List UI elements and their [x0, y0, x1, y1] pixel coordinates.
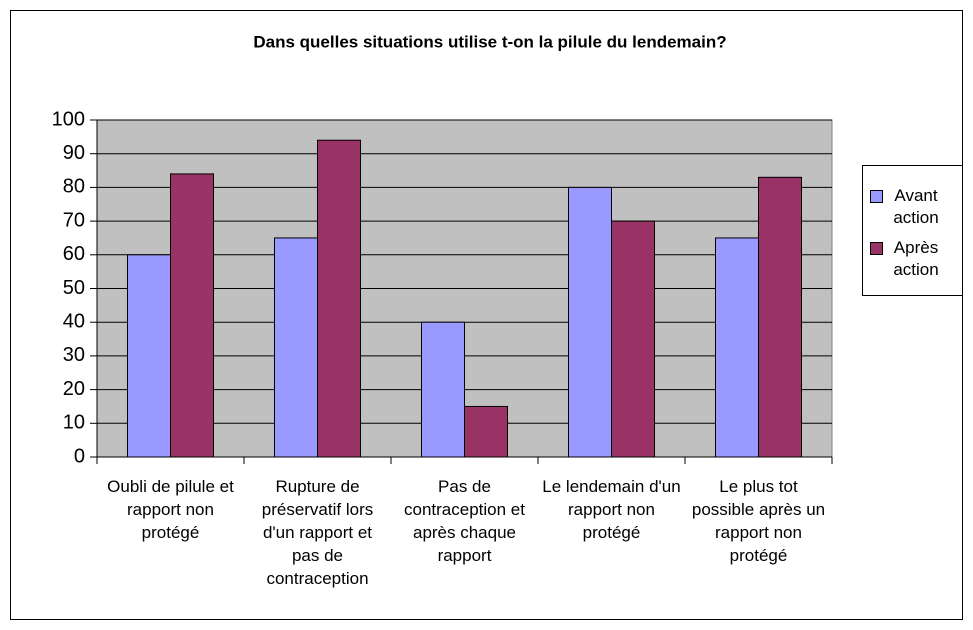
legend-label: Après action: [893, 238, 939, 279]
chart-title: Dans quelles situations utilise t-on la …: [253, 32, 726, 51]
y-tick-label: 100: [52, 108, 85, 130]
y-tick-label: 90: [63, 142, 85, 164]
legend-label: Avant action: [893, 186, 939, 227]
bar: [274, 237, 318, 458]
y-tick-label: 60: [63, 243, 85, 265]
y-tick-label: 70: [63, 209, 85, 231]
bar: [758, 176, 802, 458]
x-tick-label: Le plus tot possible après un rapport no…: [691, 477, 826, 565]
bar: [568, 186, 612, 458]
y-tick-label: 40: [63, 310, 85, 332]
bar: [611, 220, 655, 458]
x-tick-label: Rupture de préservatif lors d'un rapport…: [261, 477, 374, 588]
legend-item: Après action: [870, 237, 946, 281]
bar: [127, 254, 171, 458]
bar: [464, 405, 508, 458]
x-tick-label: Le lendemain d'un rapport non protégé: [542, 477, 681, 542]
legend-swatch: [870, 242, 883, 255]
x-tick-label: Pas de contraception et après chaque rap…: [404, 477, 525, 565]
legend-swatch: [870, 190, 883, 203]
bar: [170, 173, 214, 458]
legend-item: Avant action: [870, 185, 946, 229]
bar: [715, 237, 759, 458]
y-tick-label: 80: [63, 176, 85, 198]
y-tick-label: 30: [63, 344, 85, 366]
bar: [317, 139, 361, 458]
bar: [421, 321, 465, 458]
y-tick-label: 10: [63, 412, 85, 434]
y-tick-label: 50: [63, 277, 85, 299]
legend-box: [862, 165, 963, 296]
y-tick-label: 0: [74, 445, 85, 467]
x-tick-label: Oubli de pilule et rapport non protégé: [107, 477, 234, 542]
y-tick-label: 20: [63, 378, 85, 400]
